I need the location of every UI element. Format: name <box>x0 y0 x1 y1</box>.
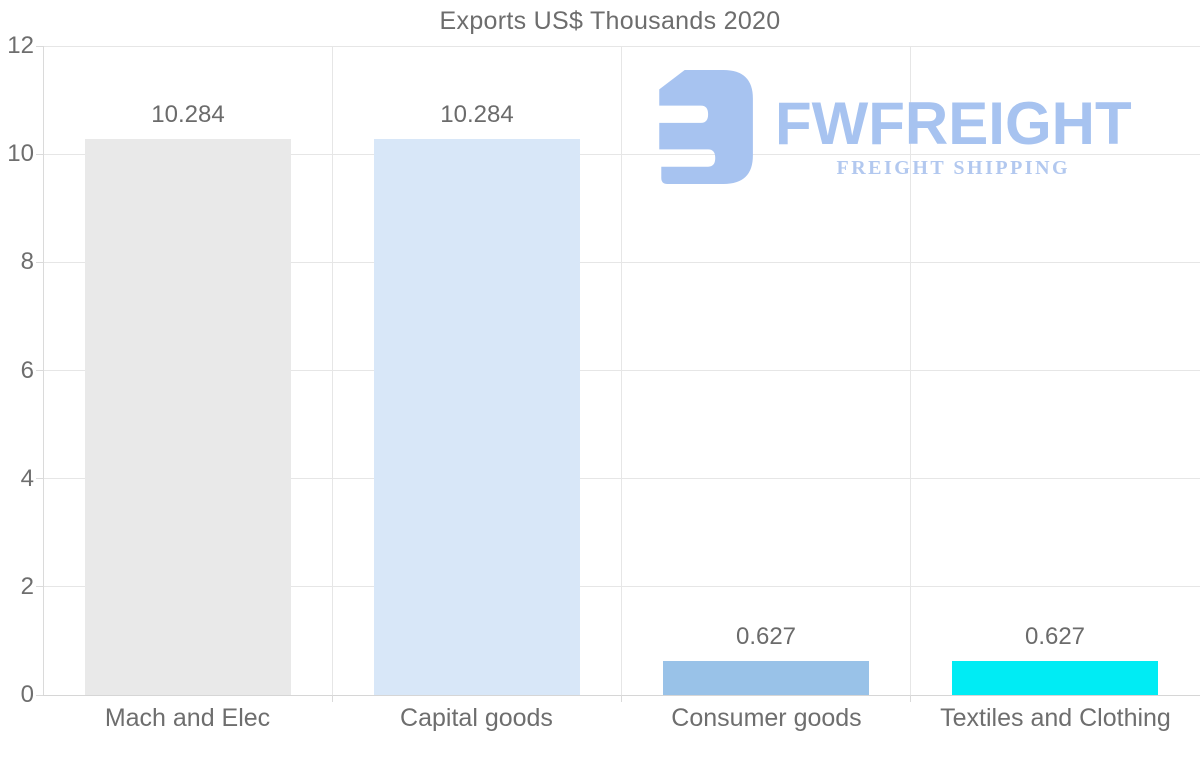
bar-value-label: 0.627 <box>1024 623 1086 650</box>
y-axis-line <box>43 46 44 695</box>
y-tick-label: 0 <box>20 681 34 708</box>
brand-watermark: FWFREIGHT FREIGHT SHIPPING <box>651 70 1132 184</box>
y-tick-mark <box>36 153 43 155</box>
bar-consumer-goods <box>663 661 869 695</box>
bar-textiles-and-clothing <box>952 661 1158 695</box>
y-tick-mark <box>36 694 43 696</box>
x-gridline <box>331 46 333 695</box>
y-tick-label: 2 <box>20 572 34 600</box>
plot-area: 10.284 10.284 0.627 0.627 <box>43 45 1200 695</box>
y-tick-label: 8 <box>20 248 34 276</box>
y-tick-label: 10 <box>7 140 34 168</box>
y-tick-mark <box>36 478 43 480</box>
bar-value-label: 10.284 <box>151 101 225 128</box>
x-tick-mark <box>910 695 912 702</box>
y-tick-mark <box>36 261 43 263</box>
bar-value-label: 10.284 <box>440 101 514 128</box>
y-tick-label: 4 <box>20 464 34 492</box>
chart-title: Exports US$ Thousands 2020 <box>439 7 781 35</box>
x-tick-mark <box>331 695 333 702</box>
y-tick-mark <box>36 45 43 47</box>
x-category-label: Mach and Elec <box>104 704 271 732</box>
y-tick-label: 12 <box>7 32 34 59</box>
x-category-label: Capital goods <box>400 704 553 732</box>
brand-logo-icon <box>659 70 753 184</box>
bar-value-label: 0.627 <box>735 623 797 650</box>
bar-capital-goods <box>374 139 580 695</box>
x-category-label: Textiles and Clothing <box>940 704 1171 732</box>
brand-name: FWFREIGHT <box>775 90 1132 157</box>
bar-mach-and-elec <box>85 139 291 695</box>
x-gridline <box>621 46 622 695</box>
y-tick-mark <box>36 370 43 371</box>
brand-text-block: FWFREIGHT FREIGHT SHIPPING <box>775 90 1132 180</box>
y-tick-label: 6 <box>20 356 34 384</box>
brand-tagline: FREIGHT SHIPPING <box>836 157 1071 179</box>
x-category-label: Consumer goods <box>671 704 862 732</box>
y-tick-mark <box>36 586 43 588</box>
x-gridline <box>910 46 912 695</box>
x-tick-mark <box>621 695 622 702</box>
